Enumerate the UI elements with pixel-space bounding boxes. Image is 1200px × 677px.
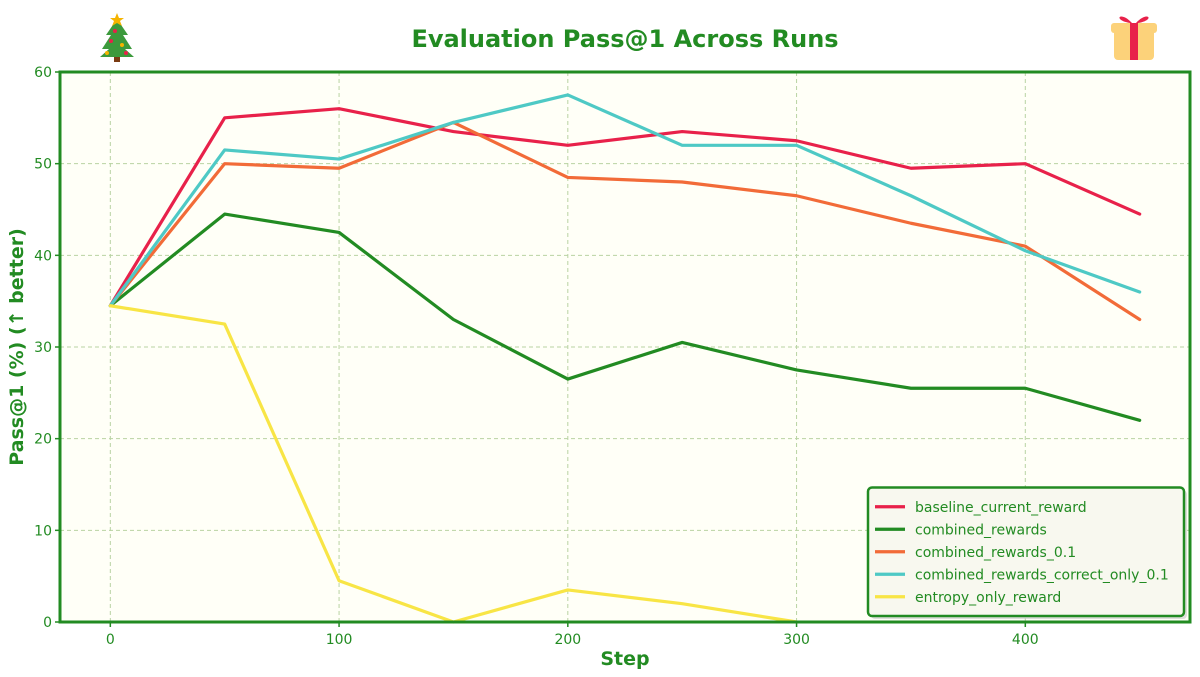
christmas-tree-icon [100,13,134,62]
legend-label: combined_rewards_0.1 [915,545,1076,561]
series-lines [108,93,1142,624]
legend-label: combined_rewards_correct_only_0.1 [915,567,1169,583]
series-line-combined-rewards [108,212,1142,422]
legend-label: baseline_current_reward [915,500,1087,516]
legend-label: entropy_only_reward [915,590,1061,606]
x-tick-label: 300 [783,632,810,648]
y-tick-label: 10 [34,523,52,539]
series-line-combined-rewards-correct-only-0-1 [108,93,1142,308]
y-axis-label: Pass@1 (%) (↑ better) [6,228,28,466]
series-line-baseline-current-reward [108,107,1142,308]
legend-label: combined_rewards [915,522,1047,538]
y-tick-label: 40 [34,248,52,264]
y-tick-label: 60 [34,65,52,81]
x-tick-label: 400 [1012,632,1039,648]
legend-box [866,486,1186,618]
y-tick-label: 50 [34,157,52,173]
series-line-combined-rewards-0-1 [108,120,1142,322]
chart-title: Evaluation Pass@1 Across Runs [411,25,838,53]
x-tick-label: 0 [106,632,115,648]
axis-ticks: 0 100 200 300 400 0 10 20 30 40 50 60 [34,65,1038,648]
legend: baseline_current_reward combined_rewardsc… [866,486,1187,619]
x-tick-label: 200 [554,632,581,648]
x-axis-label: Step [600,648,649,670]
x-tick-label: 100 [326,632,353,648]
gift-icon [1111,16,1157,60]
y-tick-label: 20 [34,432,52,448]
y-tick-label: 30 [34,340,52,356]
y-tick-label: 0 [43,615,52,631]
